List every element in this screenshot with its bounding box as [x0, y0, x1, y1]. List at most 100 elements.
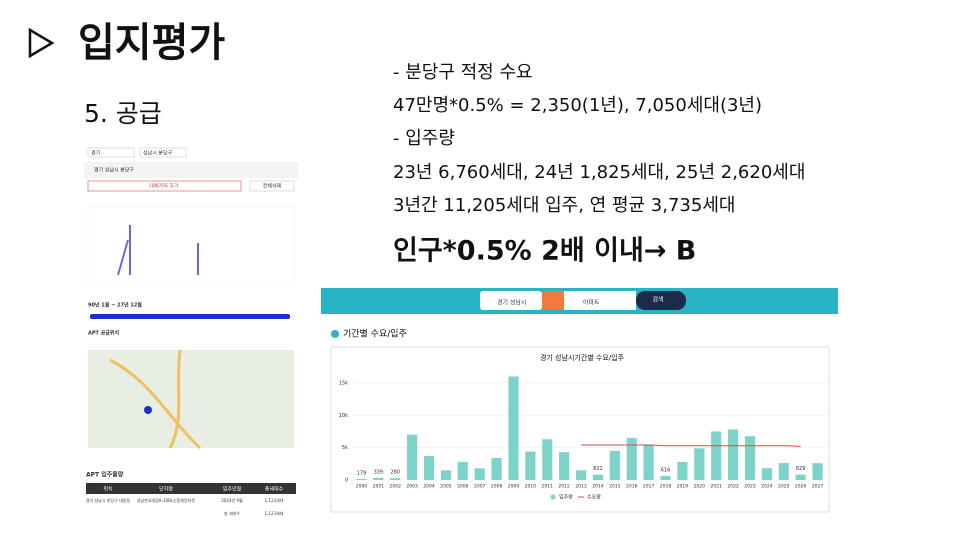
- note: 47만명*0.5% = 2,350(1년), 7,050세대(3년): [393, 95, 762, 116]
- button-text: 대체지역 추가: [149, 183, 179, 190]
- map-label: APT 공급위치: [88, 330, 119, 337]
- x-tick-label: 2014: [592, 484, 604, 490]
- y-tick-label: 15k: [339, 380, 348, 386]
- table-header-cell: 위치: [103, 486, 112, 493]
- x-tick-label: 2009: [508, 484, 520, 490]
- note: 3년간 11,205세대 입주, 연 평균 3,735세대: [393, 195, 735, 216]
- bar: [626, 437, 637, 480]
- select-text: 성남시 분당구: [143, 150, 173, 157]
- bar: [525, 451, 536, 480]
- chart-title: 경기 성남시기간별 수요/입주: [540, 353, 625, 362]
- bar: [728, 429, 739, 480]
- search-field[interactable]: [564, 291, 636, 310]
- button[interactable]: [249, 180, 295, 192]
- range: 90년 1월 ~ 27년 12월: [88, 302, 142, 309]
- x-tick-label: 2005: [440, 484, 452, 490]
- search-field[interactable]: [480, 291, 542, 310]
- search-region: 경기 성남시: [497, 299, 527, 307]
- x-tick-label: 2002: [390, 484, 402, 490]
- value-label: 822: [593, 466, 603, 472]
- x-tick-label: 2020: [694, 484, 706, 490]
- bar: [440, 470, 451, 480]
- bar: [491, 458, 502, 480]
- x-tick-label: 2008: [491, 484, 503, 490]
- bar: [559, 452, 570, 480]
- left-screenshot: 경기 성남시 분당구 경기 성남시 분당구 대체지역 추가 전체삭제 90년 1…: [84, 143, 298, 523]
- y-tick-label: 5k: [342, 445, 348, 451]
- bar: [711, 431, 722, 480]
- slider[interactable]: [90, 314, 290, 319]
- x-tick-label: 2019: [677, 484, 689, 490]
- x-tick-label: 2022: [727, 484, 739, 490]
- select[interactable]: [139, 147, 187, 158]
- subtitle: 5. 공급: [84, 99, 162, 128]
- selected-bar: [84, 162, 298, 178]
- x-tick-label: 2000: [356, 484, 368, 490]
- x-tick-label: 2007: [474, 484, 486, 490]
- x-tick-label: 2004: [423, 484, 435, 490]
- x-tick-label: 2012: [558, 484, 570, 490]
- table-cell: 경기 성남시 분당구 대장동: [86, 497, 131, 503]
- table-header-cell: 단지명: [159, 486, 173, 493]
- bar: [407, 434, 418, 480]
- x-tick-label: 2021: [710, 484, 722, 490]
- bar: [660, 476, 671, 480]
- selected-region: 경기 성남시 분당구: [94, 167, 134, 174]
- bar: [356, 478, 367, 480]
- note: - 입주량: [393, 128, 455, 149]
- select[interactable]: [87, 147, 135, 158]
- bar: [795, 474, 806, 480]
- search-icon[interactable]: [542, 291, 564, 310]
- conclusion: 인구*0.5% 2배 이내→ B: [393, 236, 696, 267]
- x-tick-label: 2003: [406, 484, 418, 490]
- table-header-cell: 입주년월: [223, 486, 242, 493]
- x-tick-label: 2011: [542, 484, 554, 490]
- value-label: 616: [661, 468, 671, 474]
- bar: [474, 468, 485, 480]
- bar: [457, 461, 468, 480]
- bar: [592, 474, 604, 480]
- y-tick-label: 10k: [339, 413, 348, 419]
- x-tick-label: 2016: [626, 484, 638, 490]
- bar: [609, 450, 620, 480]
- x-tick-label: 2027: [812, 484, 824, 490]
- bar: [744, 436, 756, 480]
- table-header-cell: 총세대수: [265, 486, 284, 493]
- bar: [643, 444, 654, 480]
- bar: [812, 463, 823, 480]
- button[interactable]: [87, 180, 242, 192]
- button-text: 전체삭제: [263, 183, 282, 190]
- legend-swatch: [550, 494, 556, 500]
- bar: [694, 448, 705, 480]
- x-tick-label: 2017: [643, 484, 655, 490]
- x-tick-label: 2013: [575, 484, 587, 490]
- table-cell: 1,123세대: [265, 510, 284, 516]
- x-tick-label: 2024: [761, 484, 773, 490]
- triangle-icon: [28, 27, 55, 59]
- bar: [575, 470, 587, 480]
- mini-chart: [87, 206, 295, 284]
- bar: [423, 456, 435, 480]
- value-label: 280: [390, 470, 400, 476]
- search-button[interactable]: [636, 291, 686, 310]
- title: 입지평가: [78, 20, 225, 66]
- bar: [542, 439, 553, 480]
- value-label: 829: [796, 466, 806, 472]
- search-button-text: 검색: [652, 296, 663, 304]
- y-tick-label: 0: [345, 478, 348, 484]
- table-cell: 총 세대수: [224, 510, 240, 516]
- table-title: APT 입주물량: [86, 471, 124, 479]
- select-text: 경기: [91, 150, 100, 157]
- x-tick-label: 2006: [457, 484, 469, 490]
- legend-label: 입주량: [559, 494, 573, 501]
- bar: [761, 468, 772, 480]
- value-label: 339: [374, 469, 384, 475]
- x-tick-label: 2015: [609, 484, 621, 490]
- chart-panel: [330, 346, 830, 513]
- x-tick-label: 2023: [744, 484, 756, 490]
- line: [581, 444, 801, 447]
- x-tick-label: 2026: [795, 484, 807, 490]
- table-header: [86, 483, 296, 494]
- bar: [373, 477, 384, 480]
